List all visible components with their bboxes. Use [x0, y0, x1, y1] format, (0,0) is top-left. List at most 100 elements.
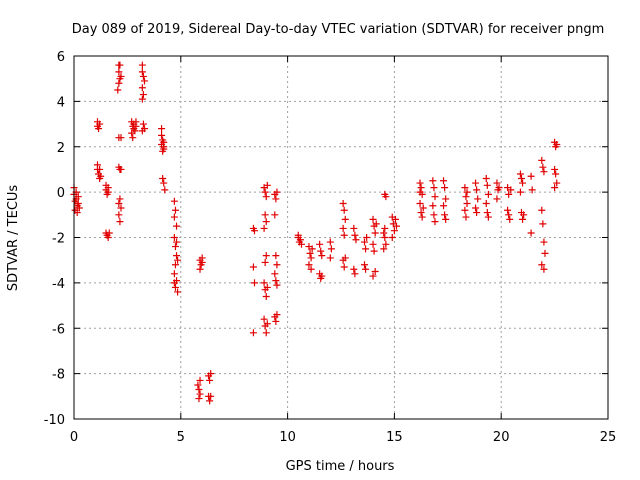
- chart-title: Day 089 of 2019, Sidereal Day-to-day VTE…: [72, 22, 605, 37]
- data-point: [429, 177, 437, 185]
- data-point: [517, 175, 525, 183]
- data-point: [326, 254, 334, 262]
- data-point: [272, 252, 280, 260]
- data-point: [250, 227, 258, 235]
- x-tick-label: 0: [70, 430, 78, 445]
- data-point: [369, 240, 377, 248]
- data-point: [539, 220, 547, 228]
- data-point: [461, 184, 469, 192]
- data-point: [473, 186, 481, 194]
- data-point: [430, 211, 438, 219]
- data-point: [372, 220, 380, 228]
- data-point: [388, 234, 396, 241]
- data-point: [117, 165, 125, 173]
- data-point: [194, 381, 202, 389]
- data-point: [370, 247, 378, 255]
- data-point: [472, 179, 480, 187]
- data-point: [104, 234, 112, 241]
- data-point: [473, 209, 481, 217]
- data-point: [441, 211, 449, 219]
- data-point: [160, 138, 168, 146]
- data-point: [196, 265, 204, 273]
- data-point: [442, 195, 450, 203]
- data-point: [484, 190, 492, 198]
- data-point: [207, 370, 215, 378]
- data-point: [340, 206, 348, 214]
- data-point: [271, 270, 279, 278]
- data-point: [381, 224, 389, 232]
- y-axis-label: SDTVAR / TECUs: [6, 185, 21, 292]
- data-point: [463, 188, 471, 196]
- data-point: [198, 254, 206, 262]
- data-point: [96, 165, 104, 173]
- data-point: [417, 209, 425, 217]
- data-point: [318, 272, 326, 280]
- data-point: [114, 86, 122, 94]
- data-point: [171, 283, 179, 291]
- data-point: [340, 231, 348, 239]
- data-point: [272, 317, 280, 325]
- data-point: [75, 204, 83, 212]
- data-point: [442, 215, 450, 223]
- data-point: [351, 231, 359, 239]
- data-point: [539, 163, 547, 171]
- data-markers: [70, 61, 561, 405]
- grid: [74, 56, 608, 419]
- data-point: [73, 209, 81, 217]
- data-point: [472, 204, 480, 212]
- data-point: [341, 215, 349, 223]
- y-tick-label: -6: [52, 322, 65, 337]
- y-tick-label: 0: [57, 186, 65, 201]
- data-point: [272, 277, 280, 285]
- data-point: [316, 240, 324, 248]
- data-point: [381, 190, 389, 198]
- data-point: [369, 272, 377, 280]
- data-point: [138, 68, 146, 76]
- data-point: [132, 122, 140, 130]
- data-point: [170, 270, 178, 278]
- data-point: [140, 77, 148, 85]
- data-point: [273, 261, 281, 269]
- data-point: [505, 211, 513, 219]
- data-point: [170, 213, 178, 221]
- data-point: [294, 231, 302, 239]
- y-tick-label: -8: [52, 368, 65, 383]
- data-point: [527, 172, 535, 180]
- data-point: [362, 265, 370, 273]
- x-tick-label: 20: [493, 430, 510, 445]
- data-point: [273, 281, 281, 289]
- y-tick-label: -2: [52, 232, 65, 247]
- data-point: [307, 265, 315, 273]
- data-point: [305, 261, 313, 269]
- data-point: [351, 270, 359, 278]
- data-point: [382, 240, 390, 248]
- data-point: [158, 131, 166, 139]
- data-point: [482, 175, 490, 183]
- data-point: [95, 125, 103, 133]
- data-point: [173, 252, 181, 260]
- data-point: [173, 222, 181, 230]
- data-point: [519, 179, 527, 187]
- data-point: [139, 91, 147, 99]
- data-point: [371, 229, 379, 237]
- data-point: [462, 213, 470, 221]
- x-tick-label: 10: [279, 430, 296, 445]
- data-point: [429, 202, 437, 210]
- data-point: [538, 261, 546, 269]
- data-point: [195, 395, 203, 403]
- data-point: [462, 193, 470, 201]
- data-point: [527, 229, 535, 237]
- y-tick-label: 4: [57, 95, 65, 110]
- data-point: [440, 202, 448, 210]
- data-point: [538, 206, 546, 214]
- data-point: [360, 261, 368, 269]
- data-point: [418, 213, 426, 221]
- data-point: [483, 181, 491, 189]
- data-point: [74, 199, 82, 207]
- data-point: [116, 195, 124, 203]
- data-point: [506, 215, 514, 223]
- data-point: [206, 397, 214, 405]
- data-point: [390, 227, 398, 235]
- data-point: [493, 179, 501, 187]
